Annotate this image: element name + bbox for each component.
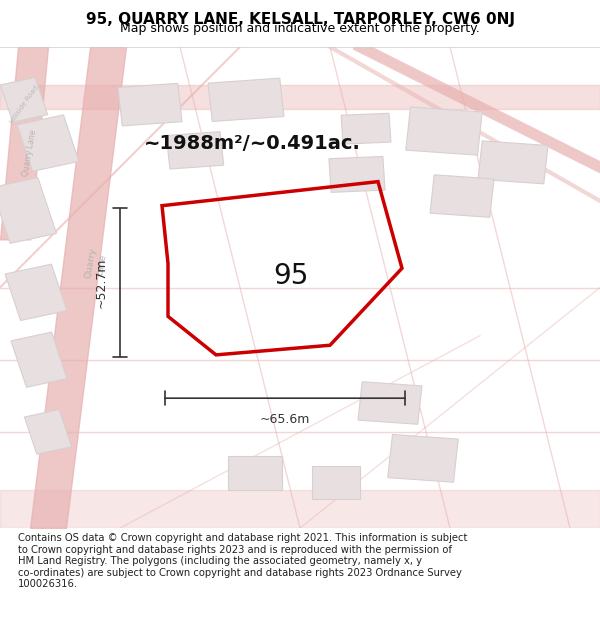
Text: Quarry Lane: Quarry Lane [22,129,38,177]
Text: Contains OS data © Crown copyright and database right 2021. This information is : Contains OS data © Crown copyright and d… [18,533,467,589]
Bar [312,466,360,499]
Text: 95: 95 [273,262,308,291]
Bar [478,141,548,184]
Bar [228,456,282,489]
Text: ~65.6m: ~65.6m [260,412,310,426]
Text: Map shows position and indicative extent of the property.: Map shows position and indicative extent… [120,22,480,35]
Bar [25,409,71,454]
Bar [166,132,224,169]
Bar [341,113,391,144]
Text: ~52.7m: ~52.7m [95,258,108,308]
Bar [1,78,47,122]
Bar [5,264,67,321]
Bar [358,382,422,424]
Bar [17,115,79,171]
Bar [118,83,182,126]
Bar [11,332,67,388]
Text: Hillside Road: Hillside Road [8,84,40,125]
Bar [406,107,482,155]
Bar [388,434,458,482]
Bar [0,177,56,243]
Text: 95, QUARRY LANE, KELSALL, TARPORLEY, CW6 0NJ: 95, QUARRY LANE, KELSALL, TARPORLEY, CW6… [86,12,515,27]
Bar [208,78,284,121]
Text: ~1988m²/~0.491ac.: ~1988m²/~0.491ac. [143,134,361,152]
Text: Quarry
Lane: Quarry Lane [84,246,108,281]
Bar [430,175,494,218]
Bar [329,156,385,192]
